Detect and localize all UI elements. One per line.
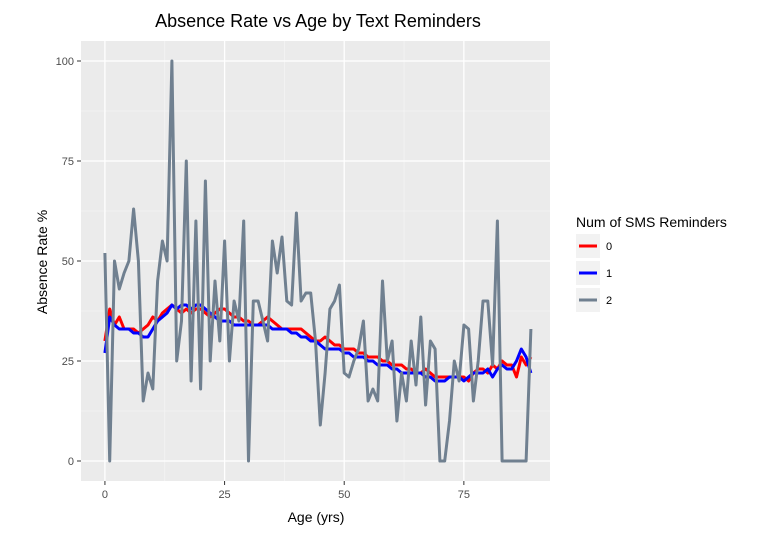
legend-label-1: 1: [606, 268, 612, 280]
legend-title: Num of SMS Reminders: [576, 214, 727, 230]
x-tick-label: 25: [218, 489, 230, 501]
x-axis-title: Age (yrs): [288, 509, 345, 525]
y-axis-title: Absence Rate %: [34, 210, 50, 314]
x-tick-label: 0: [102, 489, 108, 501]
x-tick-label: 75: [458, 489, 470, 501]
y-tick-label: 75: [62, 156, 74, 168]
y-tick-label: 50: [62, 256, 74, 268]
major-gridlines: [81, 41, 550, 481]
y-tick-label: 100: [56, 56, 74, 68]
legend-label-2: 2: [606, 295, 612, 307]
legend: Num of SMS Reminders 0 1 2: [576, 214, 727, 312]
x-tick-label: 50: [338, 489, 350, 501]
series-lines: [103, 59, 533, 463]
series-line-2: [103, 59, 533, 463]
x-axis: 0 25 50 75: [102, 481, 470, 501]
y-tick-label: 0: [68, 456, 74, 468]
legend-label-0: 0: [606, 241, 612, 253]
chart-title: Absence Rate vs Age by Text Reminders: [155, 11, 481, 31]
y-axis: 0 25 50 75 100: [56, 56, 81, 468]
y-tick-label: 25: [62, 356, 74, 368]
